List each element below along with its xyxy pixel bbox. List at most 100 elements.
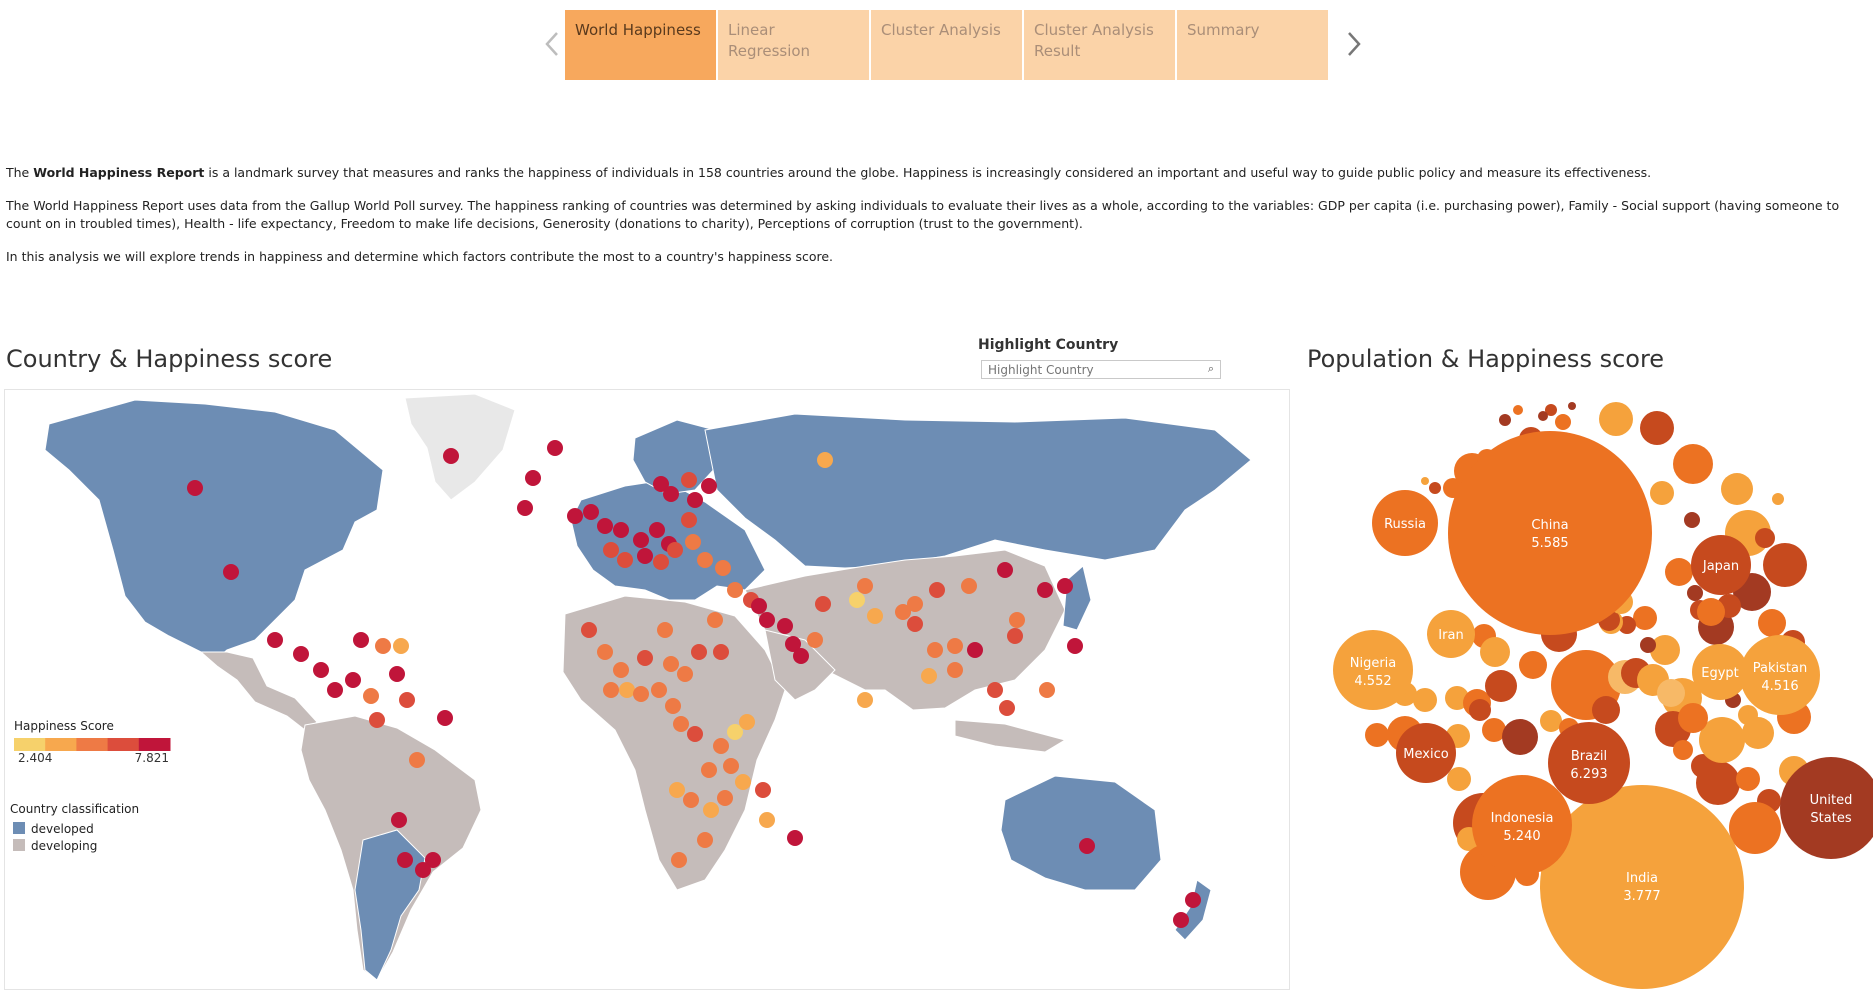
bubble-pakistan [1740,635,1820,715]
country-bubble [1633,606,1657,630]
country-dot [1037,582,1053,598]
country-dot [293,646,309,662]
country-dot [927,642,943,658]
country-bubble [1499,414,1511,426]
country-dot [759,812,775,828]
country-bubble [1640,411,1674,445]
country-dot [961,578,977,594]
legend-swatches [14,738,171,751]
country-dot [759,612,775,628]
country-dot [663,656,679,672]
country-dot [685,534,701,550]
country-dot [443,448,459,464]
country-dot [397,852,413,868]
map-region-australia [1000,775,1162,891]
map-region-central-america [199,651,318,731]
bubble-china [1448,431,1652,635]
bubble-label-united-states-1: United [1810,793,1853,808]
legend-swatch [14,738,46,751]
country-dot [681,472,697,488]
country-bubble [1599,402,1633,436]
country-dot [1057,578,1073,594]
country-dot [583,504,599,520]
world-map-svg: Happiness Score 2.404 7.821 Country clas… [10,393,1252,981]
country-bubble [1673,444,1713,484]
legend-swatch [107,738,140,751]
country-bubble [1758,609,1786,637]
tab-world-happiness[interactable]: World Happiness [565,10,716,80]
classification-label-developed: developed [31,822,94,836]
country-dot [691,644,707,660]
bubble-label-iran: Iran [1438,628,1463,643]
country-bubble [1413,688,1437,712]
map-region-africa [562,595,786,891]
country-dot [947,662,963,678]
country-dot [857,692,873,708]
tab-cluster-analysis-result[interactable]: Cluster Analysis Result [1024,10,1175,80]
country-bubble [1421,477,1429,485]
tab-linear-regression[interactable]: Linear Regression [718,10,869,80]
country-dot [597,518,613,534]
country-dot [415,862,431,878]
bubble-mexico [1396,723,1456,783]
map-region-japan [1062,565,1092,631]
world-map[interactable]: Happiness Score 2.404 7.821 Country clas… [4,389,1290,990]
tab-summary[interactable]: Summary [1177,10,1328,80]
country-dot [751,598,767,614]
country-dot [967,642,983,658]
country-dot [617,552,633,568]
prev-arrow[interactable] [540,24,564,64]
bubble-label-russia: Russia [1384,517,1426,532]
country-bubble [1447,767,1471,791]
legend-min: 2.404 [18,751,52,765]
country-dot [999,700,1015,716]
intro-paragraph-3: In this analysis we will explore trends … [6,249,834,264]
country-dot [667,542,683,558]
country-bubble [1755,528,1775,548]
country-dot [393,638,409,654]
country-dot [793,648,809,664]
country-bubble [1650,481,1674,505]
country-dot [677,666,693,682]
bubble-chart[interactable]: China 5.585 India 3.777 United States In… [1307,380,1873,990]
country-bubble [1738,705,1758,725]
country-dot [653,554,669,570]
country-dot [1173,912,1189,928]
country-dot [739,714,755,730]
country-dot [703,802,719,818]
bubble-value-india: 3.777 [1623,889,1660,904]
next-arrow[interactable] [1342,24,1366,64]
labeled-bubbles: China 5.585 India 3.777 United States In… [1333,431,1873,989]
country-bubble [1742,717,1774,749]
country-dot [1039,682,1055,698]
country-dot [389,666,405,682]
intro-text: The World Happiness Report is a landmark… [6,164,1866,281]
classification-swatch-developing [13,839,25,851]
bubble-value-nigeria: 4.552 [1354,674,1391,689]
highlight-country-label: Highlight Country [978,337,1119,353]
country-dot [735,774,751,790]
chevron-right-icon [1348,32,1361,56]
country-bubble [1696,761,1740,805]
intro-p1-bold: World Happiness Report [33,165,205,180]
country-bubble [1502,719,1538,755]
country-bubble [1678,703,1708,733]
country-dot [649,522,665,538]
country-bubble [1736,767,1760,791]
country-dot [375,638,391,654]
legend-max: 7.821 [135,751,169,765]
country-bubble [1721,473,1753,505]
bubble-label-india: India [1626,871,1658,886]
country-bubble [1538,411,1548,421]
highlight-country-input[interactable] [981,360,1221,379]
country-bubble [1650,635,1680,665]
country-dot [657,622,673,638]
country-dot [525,470,541,486]
country-bubble [1485,670,1517,702]
bubble-label-egypt: Egypt [1701,666,1739,681]
tab-cluster-analysis[interactable]: Cluster Analysis [871,10,1022,80]
country-dot [727,582,743,598]
country-dot [717,790,733,806]
country-bubble [1540,710,1562,732]
search-icon[interactable]: ⌕ [1207,362,1215,375]
